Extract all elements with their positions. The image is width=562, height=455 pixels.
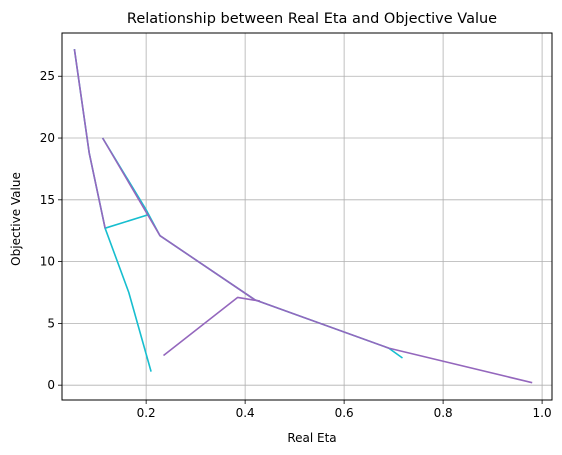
y-tick-label: 5 [47, 316, 55, 330]
series-line-5 [101, 137, 533, 384]
x-axis-title: Real Eta [287, 431, 336, 445]
y-tick-label: 15 [40, 193, 55, 207]
y-axis-ticks: 0 5 10 15 20 25 [40, 69, 62, 392]
x-tick-label: 1.0 [533, 406, 552, 420]
y-tick-label: 20 [40, 131, 55, 145]
y-axis-title: Objective Value [9, 172, 23, 266]
x-tick-label: 0.4 [236, 406, 255, 420]
chart-title: Relationship between Real Eta and Object… [127, 11, 497, 27]
x-tick-label: 0.6 [335, 406, 354, 420]
y-tick-label: 0 [47, 378, 55, 392]
x-tick-label: 0.8 [434, 406, 453, 420]
series-lines [73, 48, 533, 384]
series-line-4 [73, 48, 106, 229]
x-tick-label: 0.2 [137, 406, 156, 420]
y-tick-label: 25 [40, 69, 55, 83]
series-line-3 [101, 137, 403, 359]
series-line-2 [104, 213, 149, 229]
plot-frame [61, 32, 553, 401]
grid [62, 33, 552, 400]
x-axis-ticks: 0.2 0.4 0.6 0.8 1.0 [137, 400, 552, 420]
y-tick-label: 10 [40, 255, 55, 269]
series-line-6 [163, 296, 261, 357]
